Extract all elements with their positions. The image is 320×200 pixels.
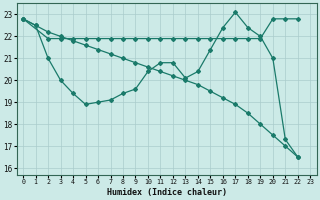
X-axis label: Humidex (Indice chaleur): Humidex (Indice chaleur) xyxy=(107,188,227,197)
